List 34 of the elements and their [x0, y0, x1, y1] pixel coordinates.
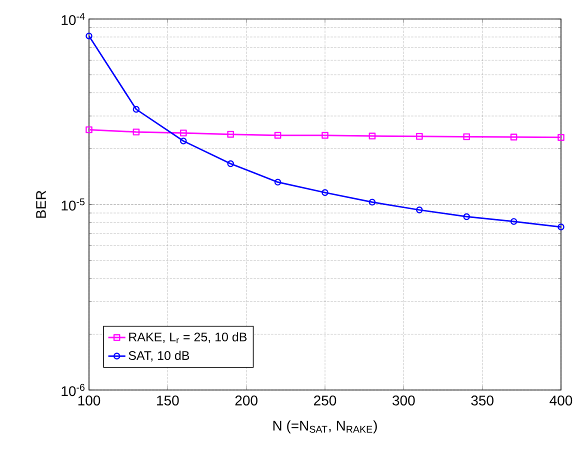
point — [322, 132, 328, 139]
point — [322, 189, 328, 196]
point — [132, 128, 140, 136]
x-tick-label: 150 — [157, 396, 179, 406]
x-tick-label: 100 — [78, 396, 100, 406]
point — [463, 213, 470, 220]
x-tick-label: 200 — [235, 396, 258, 406]
point — [368, 132, 376, 140]
y-tick-label: 10$^{-5}$ — [62, 198, 85, 211]
point — [274, 178, 282, 186]
point — [463, 133, 470, 140]
point — [558, 134, 564, 141]
point — [227, 130, 234, 138]
y-axis-title: BER — [36, 190, 46, 218]
point — [274, 132, 282, 139]
point — [132, 106, 140, 113]
legend-label: SAT, 10 dB — [128, 350, 190, 362]
x-tick-label: 400 — [550, 396, 572, 406]
point — [416, 206, 423, 214]
point — [86, 126, 92, 134]
point — [180, 138, 187, 144]
point — [227, 160, 234, 168]
x-tick-label: 350 — [471, 396, 494, 406]
point — [416, 132, 423, 140]
point — [510, 134, 518, 140]
x-axis-title: N (=N$_{SAT}$, N$_{RAKE}$) — [273, 420, 377, 434]
point — [368, 198, 376, 206]
legend-label: RAKE, L$_{r}$ = 25, 10 dB — [129, 332, 247, 344]
x-tick-label: 250 — [314, 396, 336, 406]
point — [180, 130, 187, 136]
y-tick-label: 10$^{-6}$ — [62, 384, 85, 396]
x-tick-label: 300 — [392, 396, 415, 406]
y-tick-label: 10$^{-4}$ — [62, 12, 85, 26]
point — [510, 218, 518, 225]
